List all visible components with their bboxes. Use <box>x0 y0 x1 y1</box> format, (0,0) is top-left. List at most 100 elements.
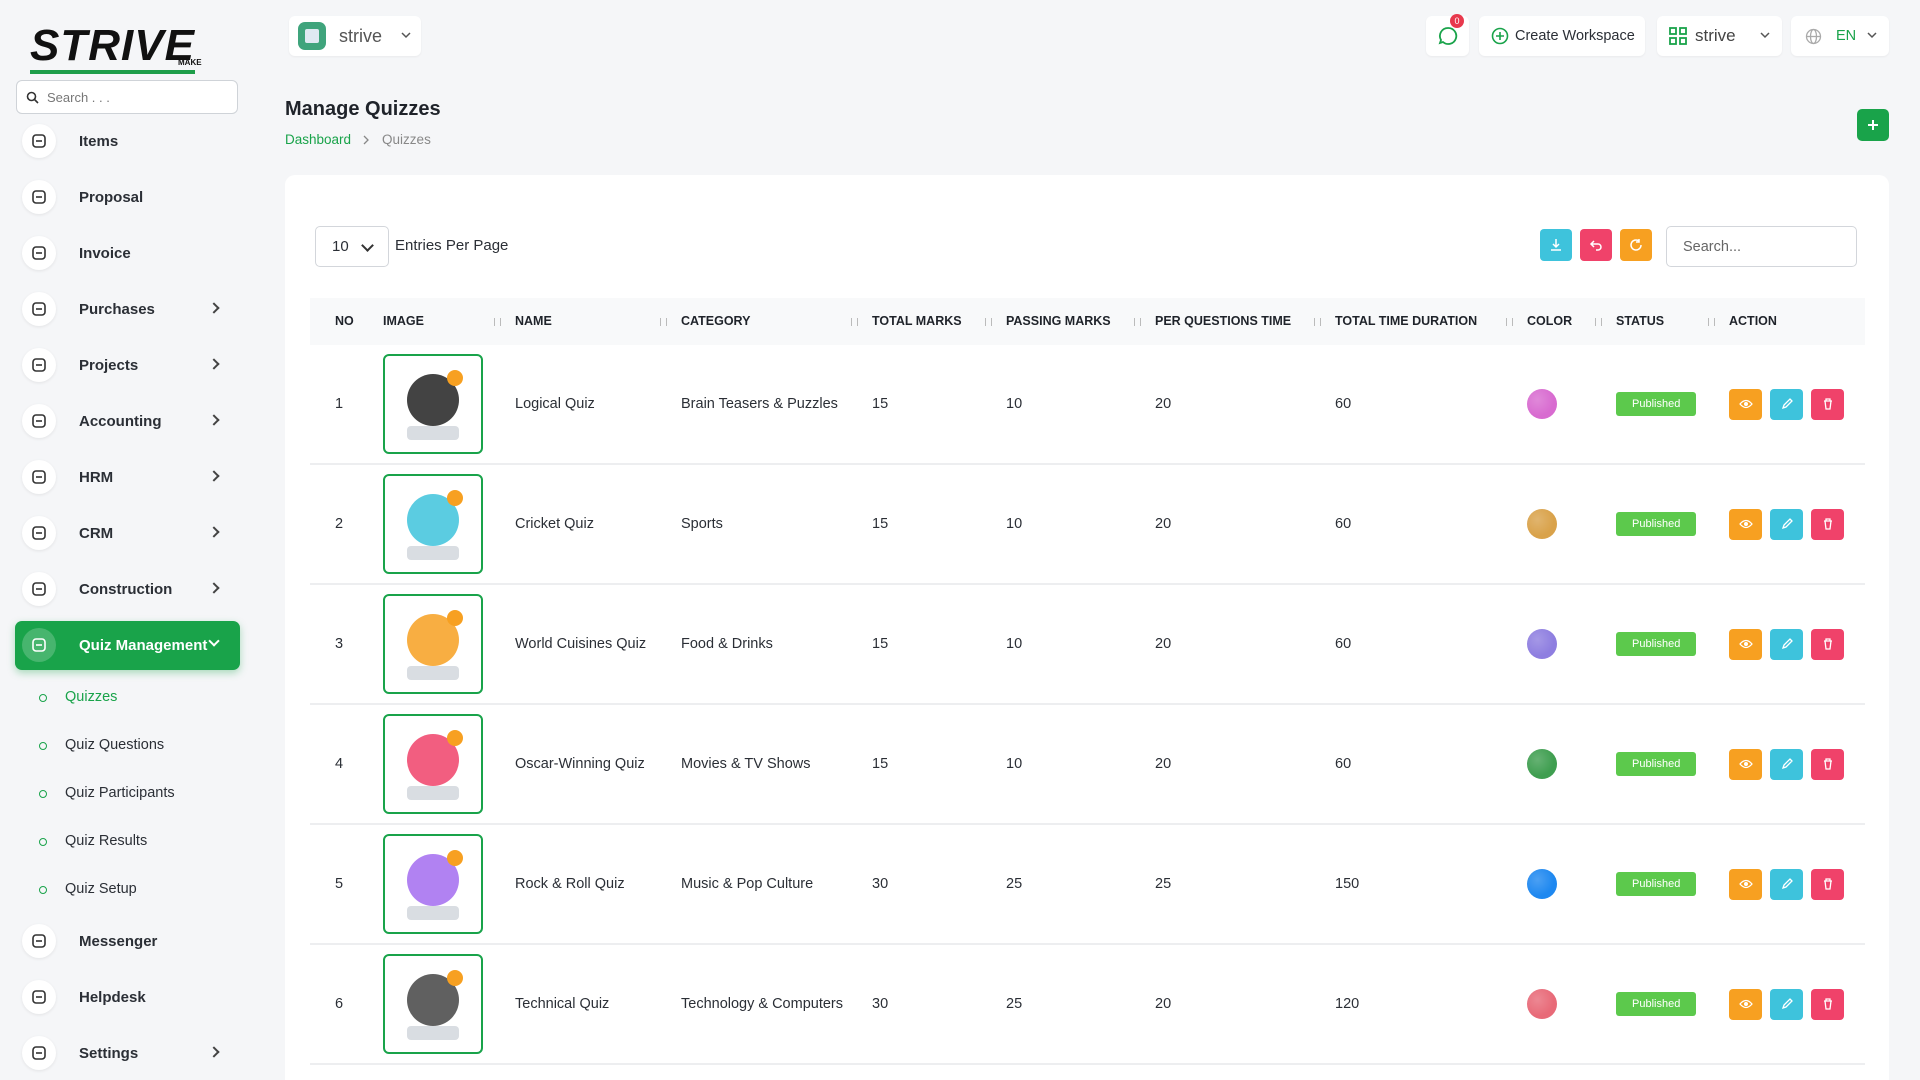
menu-item-label: Helpdesk <box>79 988 146 1006</box>
menu-item-label: Invoice <box>79 244 131 262</box>
actions <box>1729 388 1865 420</box>
edit-button[interactable] <box>1770 868 1803 900</box>
edit-button[interactable] <box>1770 628 1803 660</box>
submenu-item[interactable]: Quizzes <box>15 673 240 721</box>
edit-button[interactable] <box>1770 508 1803 540</box>
table-row: 4 Oscar-Winning Quiz Movies & TV Shows 15 10… <box>310 705 1865 825</box>
menu-item[interactable]: Messenger <box>15 913 240 969</box>
table-row: 3 World Cuisines Quiz Food & Drinks 15 10 20 6… <box>310 585 1865 705</box>
plus-icon <box>1868 120 1878 130</box>
actions <box>1729 988 1865 1020</box>
menu-icon <box>22 124 56 158</box>
menu-item[interactable]: Quiz Management <box>15 617 240 673</box>
color-swatch <box>1527 389 1557 419</box>
delete-button[interactable] <box>1811 508 1844 540</box>
menu-item[interactable]: HRM <box>15 449 240 505</box>
menu-item[interactable]: CRM <box>15 505 240 561</box>
view-button[interactable] <box>1729 748 1762 780</box>
menu-item-label: Settings <box>79 1044 139 1062</box>
quiz-name: Logical Quiz <box>515 396 595 412</box>
view-button[interactable] <box>1729 868 1762 900</box>
view-button[interactable] <box>1729 628 1762 660</box>
quiz-image <box>383 954 483 1054</box>
messages-button[interactable]: 0 <box>1426 14 1469 56</box>
entries-select[interactable]: 10 <box>315 226 389 267</box>
sidebar-search[interactable]: Search . . . <box>16 80 238 114</box>
view-button[interactable] <box>1729 988 1762 1020</box>
download-button[interactable] <box>1540 229 1572 261</box>
menu-item-icon <box>32 990 46 1004</box>
delete-button[interactable] <box>1811 868 1844 900</box>
edit-button[interactable] <box>1770 988 1803 1020</box>
image-cell <box>383 594 515 694</box>
action-icon <box>1823 638 1832 650</box>
chevron <box>208 470 220 482</box>
menu-item[interactable]: Helpdesk <box>15 969 240 1025</box>
menu-icon <box>22 628 56 662</box>
cell-total-time-duration: 60 <box>1335 516 1352 532</box>
cell-total-time-duration: 60 <box>1335 396 1352 412</box>
cell-total-marks: 30 <box>872 996 889 1012</box>
action-icon <box>1823 518 1832 530</box>
color-swatch <box>1527 509 1557 539</box>
menu-item[interactable]: Accounting <box>15 393 240 449</box>
workspace-select[interactable]: strive <box>289 16 421 56</box>
action-icon <box>1781 398 1793 410</box>
view-button[interactable] <box>1729 508 1762 540</box>
submenu-item[interactable]: Quiz Setup <box>15 865 240 913</box>
menu-item[interactable]: Construction <box>15 561 240 617</box>
language-select[interactable]: EN <box>1791 16 1889 56</box>
action-icon <box>1781 878 1793 890</box>
actions <box>1729 628 1865 660</box>
quiz-name: Cricket Quiz <box>515 516 594 532</box>
row-number: 6 <box>335 996 344 1012</box>
action-icon <box>1781 518 1793 530</box>
breadcrumb: Dashboard Quizzes <box>285 132 431 147</box>
cell-total-marks: 15 <box>872 636 889 652</box>
menu-item-label: Items <box>79 132 119 150</box>
action-icon <box>1823 878 1832 890</box>
submenu-item[interactable]: Quiz Questions <box>15 721 240 769</box>
menu-item-label: HRM <box>79 468 114 486</box>
status-cell: Published <box>1616 872 1729 896</box>
submenu-item[interactable]: Quiz Results <box>15 817 240 865</box>
edit-button[interactable] <box>1770 748 1803 780</box>
chevron <box>1760 32 1770 39</box>
view-button[interactable] <box>1729 388 1762 420</box>
menu-item[interactable]: Settings <box>15 1025 240 1080</box>
quiz-category: Technology & Computers <box>681 996 843 1012</box>
action-icon <box>1738 999 1753 1009</box>
color-cell <box>1527 509 1616 539</box>
delete-button[interactable] <box>1811 388 1844 420</box>
delete-button[interactable] <box>1811 748 1844 780</box>
cell-per-question-time: 20 <box>1155 396 1172 412</box>
menu-item-icon <box>32 302 46 316</box>
menu-item[interactable]: Proposal <box>15 169 240 225</box>
menu-item[interactable]: Purchases <box>15 281 240 337</box>
menu-icon <box>22 1036 56 1070</box>
breadcrumb-link[interactable]: Dashboard <box>285 132 352 147</box>
submenu-item[interactable]: Quiz Participants <box>15 769 240 817</box>
table-row: 1 Logical Quiz Brain Teasers & Puzzles 15 10… <box>310 345 1865 465</box>
edit-button[interactable] <box>1770 388 1803 420</box>
chevron <box>208 526 220 538</box>
quiz-image <box>383 474 483 574</box>
menu-item-label: Purchases <box>79 300 155 318</box>
table-search[interactable]: Search... <box>1666 226 1857 267</box>
color-swatch <box>1527 989 1557 1019</box>
menu-icon <box>22 180 56 214</box>
user-workspace-select[interactable]: strive <box>1657 16 1782 56</box>
refresh-button[interactable] <box>1620 229 1652 261</box>
create-workspace-button[interactable]: Create Workspace <box>1479 16 1645 56</box>
quiz-image-art <box>407 610 463 680</box>
menu-item[interactable]: Invoice <box>15 225 240 281</box>
status-badge: Published <box>1616 872 1697 896</box>
menu-item[interactable]: Items <box>15 113 240 169</box>
menu-item[interactable]: Projects <box>15 337 240 393</box>
back-button[interactable] <box>1580 229 1612 261</box>
delete-button[interactable] <box>1811 628 1844 660</box>
add-button[interactable] <box>1857 109 1889 141</box>
delete-button[interactable] <box>1811 988 1844 1020</box>
language-label: EN <box>1836 28 1857 44</box>
